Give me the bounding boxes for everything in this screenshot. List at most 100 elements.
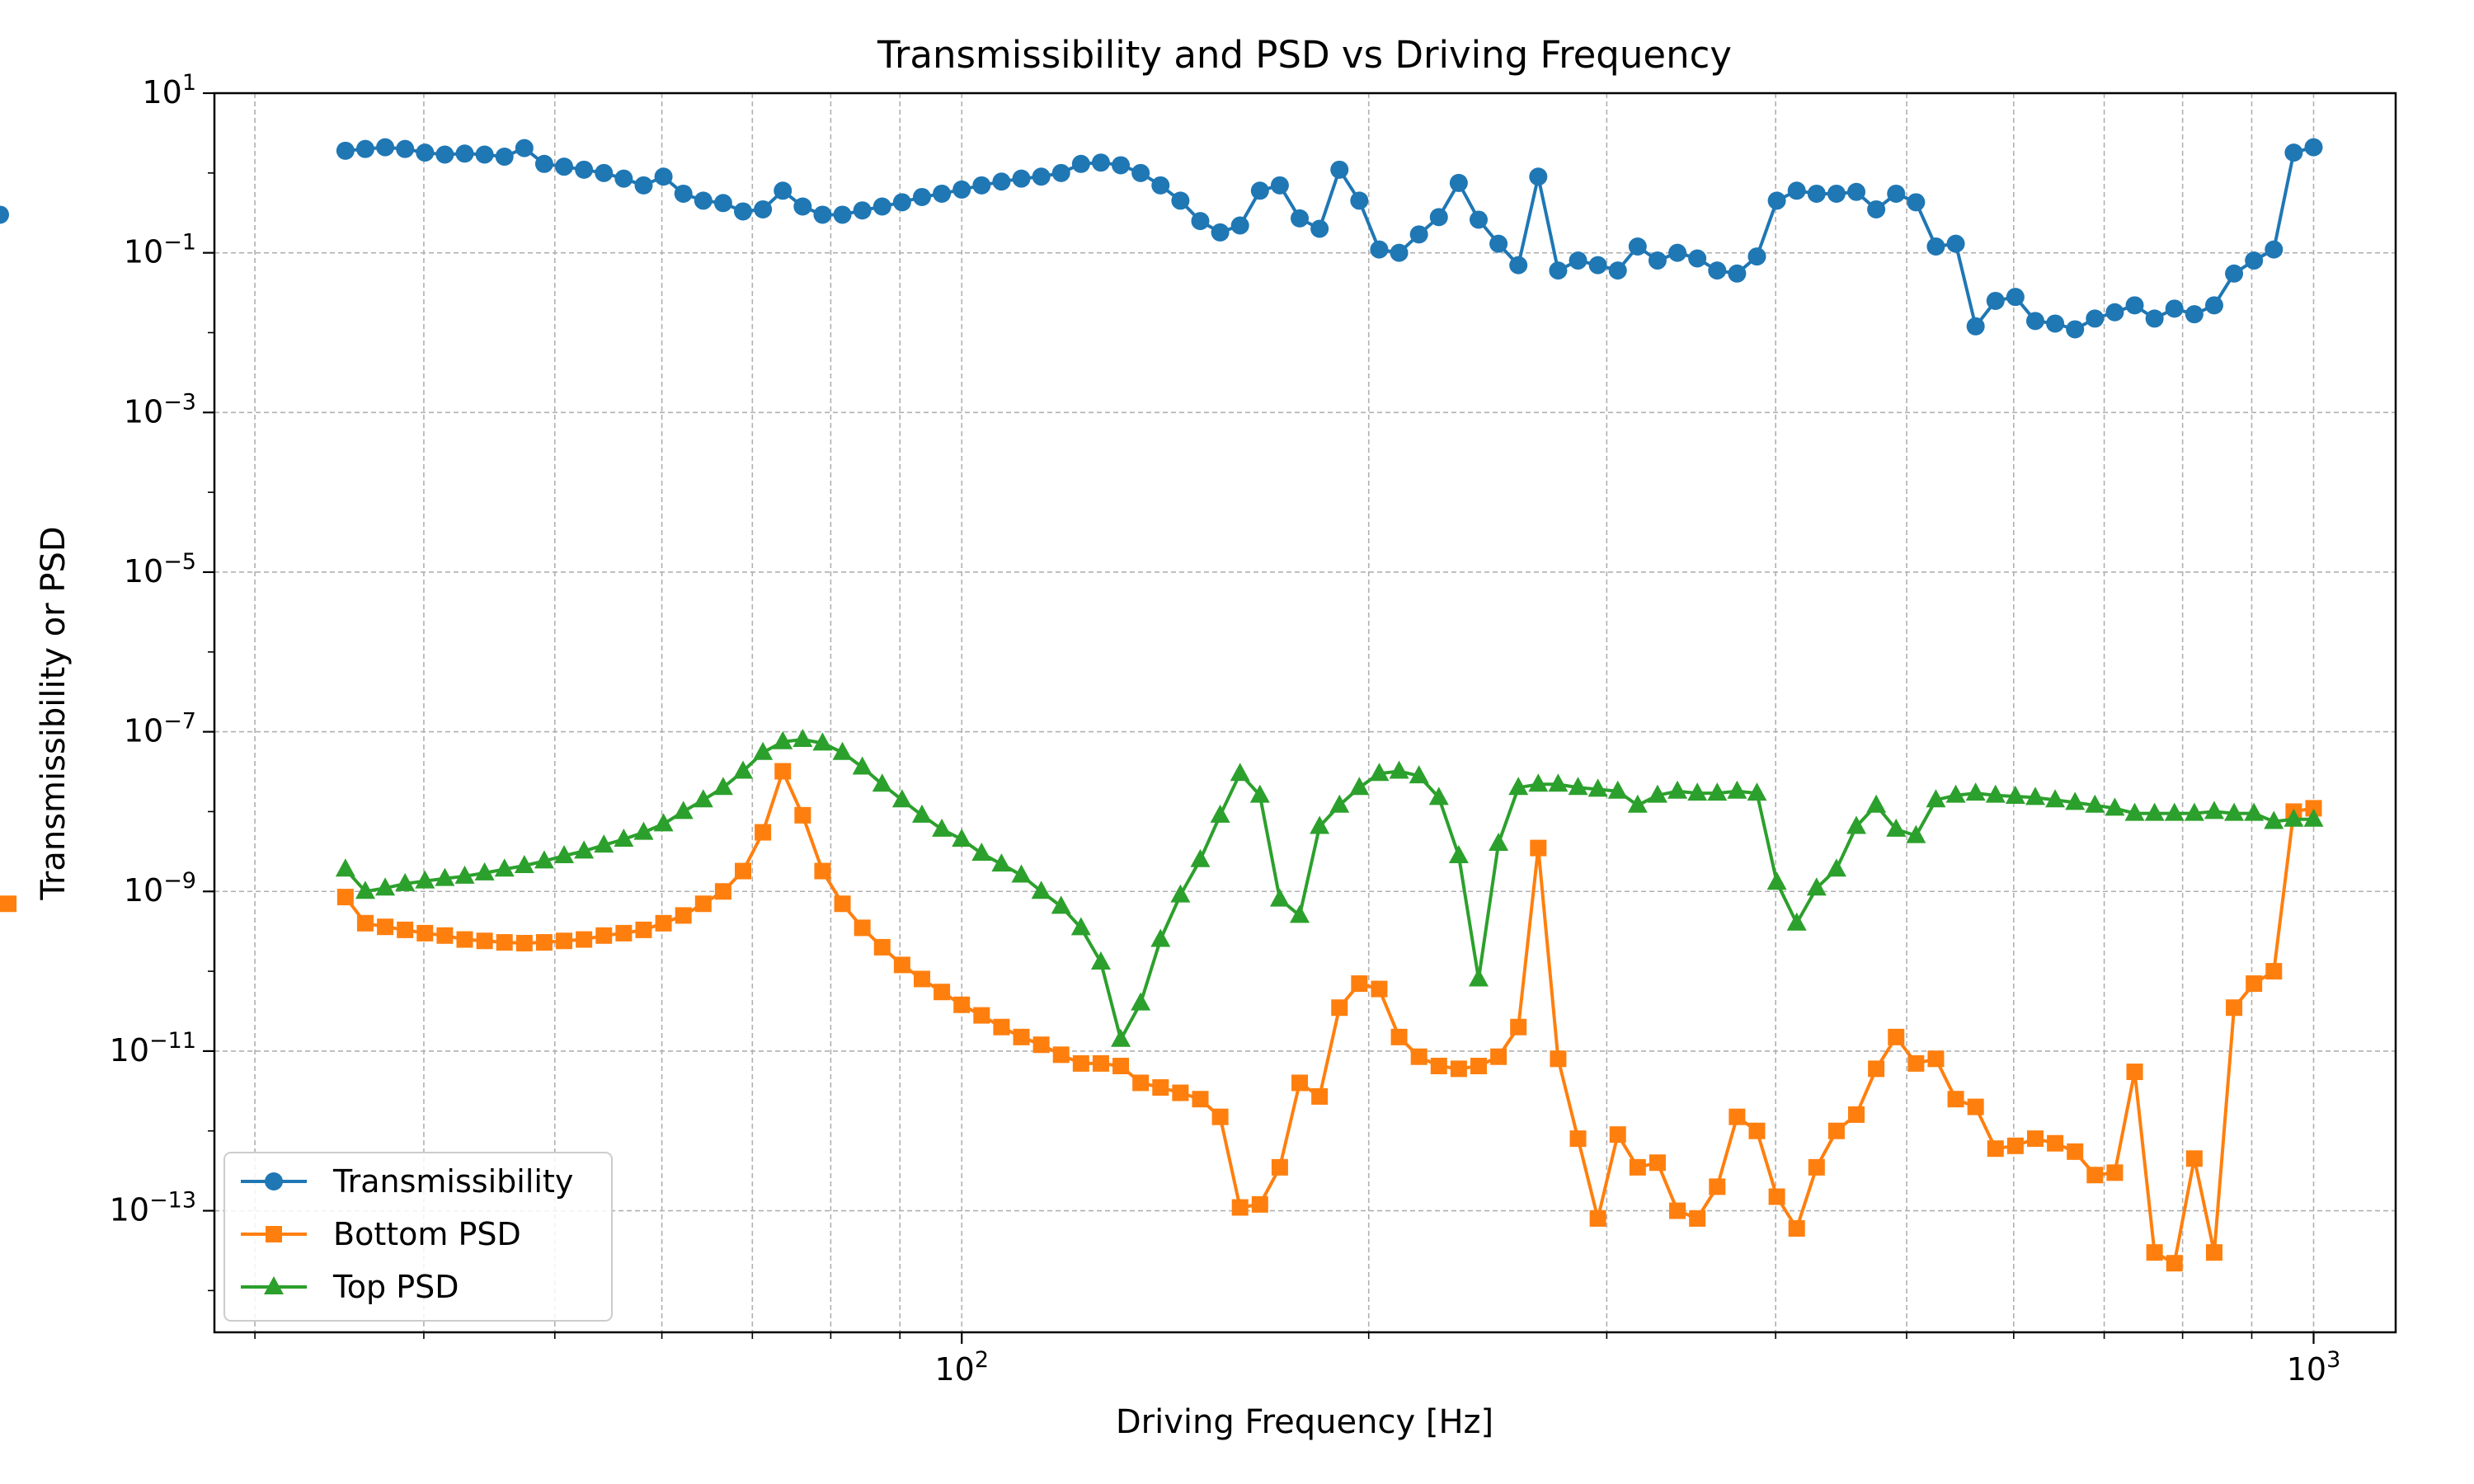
x-tick-label: 102	[934, 1347, 989, 1388]
bottom-psd-point	[893, 956, 910, 974]
top-psd-point	[514, 855, 534, 874]
x-axis-label: Driving Frequency [Hz]	[1116, 1403, 1493, 1441]
top-psd-point	[1190, 848, 1211, 867]
transmissibility-point	[1867, 200, 1886, 218]
transmissibility-line	[345, 145, 2315, 331]
bottom-psd-point	[1629, 1158, 1646, 1176]
transmissibility-point	[654, 167, 673, 186]
bottom-psd-point	[854, 919, 871, 937]
bottom-psd-point	[814, 862, 831, 880]
top-psd-point	[574, 840, 595, 859]
top-psd-point	[335, 858, 355, 877]
bottom-psd-point	[1827, 1122, 1845, 1139]
bottom-psd-point	[834, 895, 851, 913]
bottom-psd-point	[1211, 1108, 1229, 1125]
bottom-psd-point	[1052, 1046, 1070, 1064]
transmissibility-point	[2046, 314, 2065, 333]
bottom-psd-point	[1550, 1050, 1567, 1068]
transmissibility-point	[634, 176, 653, 195]
top-psd-point	[2164, 802, 2185, 821]
top-psd-point	[2264, 810, 2284, 829]
bottom-psd-point	[2146, 1244, 2163, 1261]
bottom-psd-point	[2126, 1064, 2143, 1081]
transmissibility-point	[1270, 176, 1289, 195]
grid	[214, 92, 2396, 1332]
transmissibility-point	[1668, 243, 1687, 262]
bottom-psd-point	[1927, 1050, 1945, 1068]
top-psd-point	[2144, 802, 2165, 821]
bottom-psd-point	[735, 862, 752, 880]
transmissibility-point	[1112, 156, 1131, 175]
top-psd-point	[2244, 802, 2265, 821]
transmissibility-point	[416, 143, 435, 162]
transmissibility-point	[1151, 176, 1170, 195]
top-psd-point	[753, 741, 774, 760]
bottom-psd-point	[2047, 1134, 2064, 1152]
top-psd-point	[2303, 808, 2324, 827]
transmissibility-point	[1171, 191, 1190, 210]
transmissibility-point	[2245, 251, 2264, 270]
bottom-psd-point	[794, 806, 811, 824]
bottom-psd-point	[476, 932, 493, 950]
top-psd-point	[2124, 802, 2145, 821]
transmissibility-point	[515, 139, 534, 157]
transmissibility-point	[575, 160, 594, 179]
y-tick-label: 10−11	[110, 1028, 196, 1068]
transmissibility-point	[614, 169, 633, 188]
top-psd-point	[1369, 763, 1390, 782]
transmissibility-point	[595, 163, 614, 182]
transmissibility-point	[1429, 208, 1448, 227]
top-psd-point	[1230, 763, 1250, 782]
top-psd-point	[1329, 794, 1350, 813]
bottom-psd-point	[1450, 1060, 1467, 1078]
top-psd-point	[1448, 844, 1469, 863]
transmissibility-point	[1191, 212, 1210, 231]
top-psd-point	[2065, 791, 2086, 810]
transmissibility-point	[1787, 181, 1806, 200]
transmissibility-point	[2086, 309, 2105, 328]
legend: Transmissibility Bottom PSD Top PSD	[223, 1152, 613, 1322]
top-psd-point	[1070, 917, 1091, 936]
top-psd-point	[1806, 877, 1827, 896]
bottom-psd-point	[1768, 1188, 1785, 1205]
top-psd-point	[1647, 784, 1667, 803]
transmissibility-point	[2145, 309, 2164, 328]
transmissibility-point	[734, 202, 753, 221]
bottom-psd-point	[436, 927, 454, 944]
bottom-psd-point	[873, 938, 891, 956]
transmissibility-point	[1569, 251, 1587, 270]
transmissibility-point	[2066, 320, 2085, 339]
top-psd-point	[812, 732, 833, 751]
top-psd-point	[1210, 804, 1230, 823]
top-psd-point	[2005, 785, 2025, 804]
bottom-psd-point	[2205, 1244, 2222, 1261]
top-psd-point	[1687, 782, 1708, 801]
transmissibility-point	[1469, 210, 1488, 229]
transmissibility-point	[853, 201, 872, 220]
top-psd-point	[1349, 777, 1370, 796]
top-psd-point	[1826, 858, 1846, 877]
bottom-psd-point	[2026, 1130, 2044, 1148]
legend-box	[223, 1152, 613, 1322]
bottom-psd-point	[2226, 999, 2243, 1017]
bottom-psd-point	[1748, 1122, 1766, 1139]
top-psd-point	[1111, 1028, 1131, 1047]
transmissibility-point	[2105, 303, 2124, 322]
bottom-psd-point	[1112, 1058, 1130, 1075]
bottom-psd-point	[1192, 1091, 1209, 1108]
top-psd-point	[1468, 968, 1489, 987]
top-psd-point	[1627, 794, 1648, 813]
top-psd-point	[891, 789, 912, 808]
top-psd-point	[911, 804, 932, 823]
transmissibility-point	[2006, 288, 2025, 307]
bottom-psd-point	[1888, 1028, 1905, 1045]
bottom-psd-point	[1251, 1195, 1268, 1213]
transmissibility-point	[1390, 243, 1409, 262]
series-layer	[0, 138, 2324, 1272]
bottom-psd-point	[496, 934, 513, 951]
transmissibility-point	[754, 200, 773, 218]
chart-title: Transmissibility and PSD vs Driving Freq…	[877, 33, 1732, 77]
bottom-psd-point	[2006, 1137, 2024, 1154]
transmissibility-point	[396, 139, 415, 158]
